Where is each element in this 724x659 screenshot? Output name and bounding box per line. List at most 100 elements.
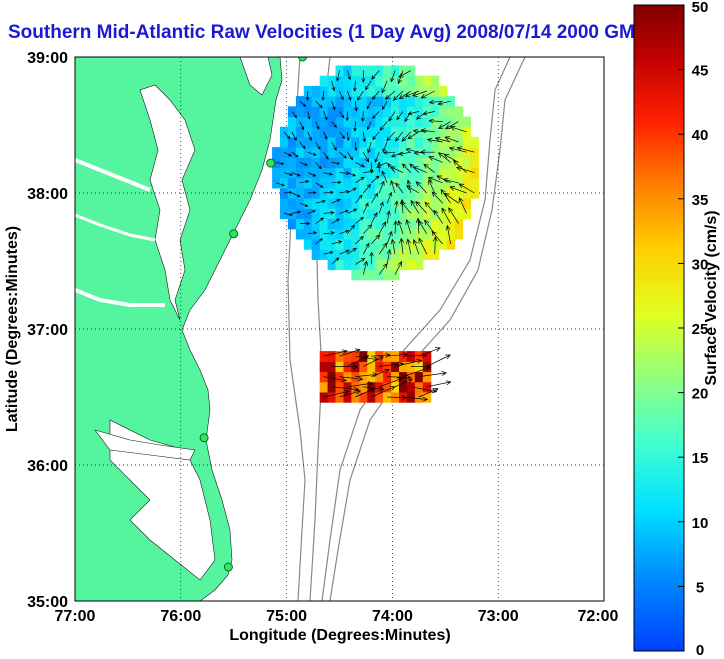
velocity-cell	[335, 96, 344, 107]
velocity-cell	[359, 116, 368, 128]
velocity-cell	[351, 167, 360, 179]
colorbar-tick-label: 50	[692, 0, 709, 16]
velocity-cell	[295, 228, 305, 240]
station-marker	[229, 229, 239, 239]
velocity-cell	[383, 177, 392, 189]
velocity-arrow	[362, 202, 369, 214]
velocity-cell	[422, 157, 432, 169]
velocity-arrow	[432, 236, 438, 255]
velocity-cell	[454, 126, 464, 138]
velocity-cell	[446, 157, 456, 169]
colorbar-tick-label: 40	[692, 127, 709, 144]
velocity-arrow	[370, 234, 381, 245]
velocity-cell	[351, 249, 360, 260]
velocity-arrow	[307, 172, 317, 177]
velocity-arrow	[438, 152, 451, 163]
velocity-cell	[391, 157, 400, 169]
velocity-arrow	[401, 163, 412, 173]
velocity-cell	[414, 208, 424, 220]
velocity-cell	[430, 75, 440, 87]
velocity-arrow	[405, 185, 420, 194]
velocity-cell	[462, 147, 471, 158]
velocity-cell	[422, 126, 432, 138]
velocity-cell	[422, 391, 432, 403]
velocity-cell	[311, 218, 321, 230]
velocity-cell	[367, 269, 376, 281]
velocity-cell	[319, 85, 329, 97]
velocity-cell	[430, 167, 440, 179]
velocity-cell	[327, 351, 337, 362]
velocity-cell	[367, 65, 376, 77]
velocity-cell	[422, 85, 432, 97]
velocity-arrow	[418, 237, 428, 255]
velocity-cell	[327, 126, 337, 138]
velocity-arrow	[307, 191, 317, 195]
velocity-cell	[335, 381, 344, 393]
velocity-arrow	[386, 230, 393, 245]
velocity-arrow	[412, 238, 420, 255]
velocity-cell	[414, 106, 424, 118]
velocity-arrow	[411, 90, 427, 97]
velocity-arrow	[363, 183, 372, 194]
velocity-arrow	[299, 121, 305, 131]
velocity-cell	[319, 75, 329, 87]
velocity-cell	[422, 75, 432, 87]
delaware-bay	[239, 57, 273, 96]
velocity-cell	[422, 208, 432, 220]
velocity-cell	[367, 177, 376, 189]
velocity-cell	[383, 65, 392, 77]
velocity-cell	[311, 228, 321, 240]
velocity-cell	[406, 116, 416, 128]
velocity-arrow	[376, 162, 388, 168]
velocity-cell	[335, 116, 344, 128]
velocity-arrow	[370, 211, 378, 224]
velocity-cell	[375, 228, 384, 240]
velocity-cell	[359, 157, 368, 169]
velocity-arrow	[445, 224, 451, 245]
velocity-cell	[359, 198, 368, 209]
velocity-cell	[375, 381, 384, 393]
velocity-cell	[383, 167, 392, 179]
velocity-cell	[399, 259, 408, 271]
velocity-cell	[319, 198, 329, 209]
velocity-cell	[367, 238, 376, 250]
velocity-cell	[375, 198, 384, 209]
velocity-arrow	[369, 251, 374, 265]
velocity-arrow	[339, 389, 362, 398]
velocity-cell	[446, 208, 456, 220]
velocity-arrow	[404, 90, 420, 98]
velocity-cell	[351, 126, 360, 138]
velocity-arrow	[388, 111, 396, 122]
velocity-cell	[367, 371, 376, 383]
velocity-cell	[414, 259, 424, 271]
velocity-arrow	[315, 141, 321, 151]
velocity-arrow	[299, 202, 309, 207]
velocity-cell	[406, 238, 416, 250]
colorbar-tick-label: 30	[692, 256, 709, 273]
velocity-cell	[399, 381, 408, 393]
velocity-cell	[359, 371, 368, 383]
velocity-cell	[391, 126, 400, 138]
velocity-cell	[414, 126, 424, 138]
velocity-cell	[399, 167, 408, 179]
velocity-cell	[375, 65, 384, 77]
velocity-cell	[438, 228, 448, 240]
velocity-arrow	[355, 194, 363, 204]
velocity-cell	[375, 126, 384, 138]
velocity-cell	[351, 238, 360, 250]
y-tick-label: 38:00	[27, 186, 68, 203]
velocity-cell	[391, 106, 400, 118]
velocity-cell	[335, 136, 344, 148]
velocity-cell	[391, 85, 400, 97]
velocity-cell	[383, 249, 392, 260]
velocity-arrow	[291, 111, 297, 119]
velocity-cell	[454, 106, 464, 118]
velocity-cell	[343, 208, 352, 220]
velocity-cell	[375, 116, 384, 128]
velocity-arrow	[456, 146, 475, 153]
velocity-cell	[391, 147, 400, 158]
velocity-cell	[280, 198, 289, 209]
velocity-cell	[470, 187, 479, 199]
velocity-cell	[399, 198, 408, 209]
velocity-cell	[351, 187, 360, 199]
